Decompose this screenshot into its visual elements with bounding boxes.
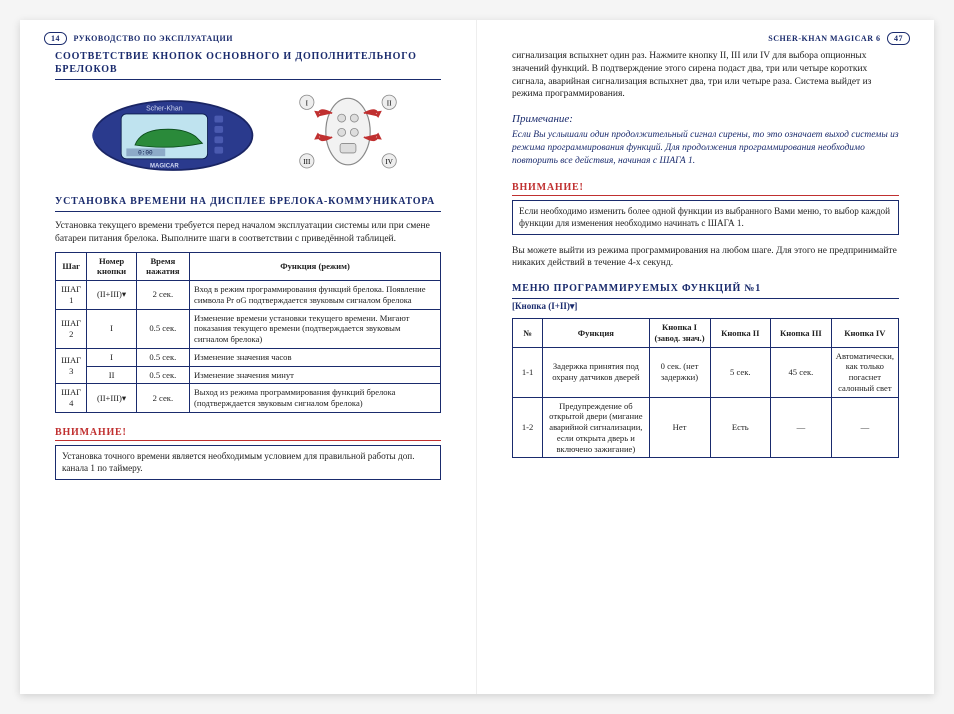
cell: I	[87, 348, 136, 366]
svg-text:II: II	[387, 99, 392, 107]
th-press-time: Время нажатия	[136, 252, 189, 280]
illustration-row: Scher-Khan 0:00 MAGICAR	[55, 88, 441, 183]
cell: 0 сек. (нет задержки)	[649, 347, 710, 397]
page-spread: 14 РУКОВОДСТВО ПО ЭКСПЛУАТАЦИИ СООТВЕТСТ…	[20, 20, 934, 694]
cell: Автоматически, как только погаснет салон…	[831, 347, 898, 397]
svg-text:IV: IV	[385, 158, 393, 166]
th-btn1: Кнопка I (завод. знач.)	[649, 319, 710, 347]
menu-subtitle: [Кнопка (I+II)▾]	[512, 301, 899, 312]
cell: 45 сек.	[771, 347, 832, 397]
functions-menu-table: № Функция Кнопка I (завод. знач.) Кнопка…	[512, 318, 899, 458]
time-steps-table: Шаг Номер кнопки Время нажатия Функция (…	[55, 252, 441, 413]
exit-paragraph: Вы можете выйти из режима программирован…	[512, 245, 899, 271]
continuation-paragraph: сигнализация вспыхнет один раз. Нажмите …	[512, 50, 899, 101]
main-fob-illustration: Scher-Khan 0:00 MAGICAR	[83, 88, 263, 183]
left-page: 14 РУКОВОДСТВО ПО ЭКСПЛУАТАЦИИ СООТВЕТСТ…	[20, 20, 477, 694]
th-btn3: Кнопка III	[771, 319, 832, 347]
warning-heading-left: ВНИМАНИЕ!	[55, 427, 441, 441]
cell: II	[87, 366, 136, 384]
cell: Изменение значения минут	[190, 366, 441, 384]
cell: Вход в режим программирования функций бр…	[190, 281, 441, 309]
cell: Нет	[649, 397, 710, 458]
pg-num: 47	[887, 32, 910, 45]
cell: (II+III)▾	[87, 281, 136, 309]
th-btn4: Кнопка IV	[831, 319, 898, 347]
cell: 0.5 сек.	[136, 366, 189, 384]
cell: 1-1	[513, 347, 543, 397]
warning-heading-right: ВНИМАНИЕ!	[512, 182, 899, 196]
cell: 5 сек.	[710, 347, 771, 397]
th-button: Номер кнопки	[87, 252, 136, 280]
section-fob-correspondence: СООТВЕТСТВИЕ КНОПОК ОСНОВНОГО И ДОПОЛНИТ…	[55, 50, 441, 80]
cell: Предупреждение об открытой двери (мигани…	[543, 397, 649, 458]
time-setup-intro: Установка текущего времени требуется пер…	[55, 220, 441, 246]
cell: Выход из режима программирования функций…	[190, 384, 441, 412]
svg-text:III: III	[303, 158, 311, 166]
cell: ШАГ 2	[56, 309, 87, 348]
svg-text:MAGICAR: MAGICAR	[150, 163, 179, 169]
note-heading: Примечание:	[512, 113, 899, 125]
th-step: Шаг	[56, 252, 87, 280]
cell: (II+III)▾	[87, 384, 136, 412]
cell: 0.5 сек.	[136, 348, 189, 366]
cell-step3: ШАГ 3	[56, 348, 87, 383]
warning-box-right: Если необходимо изменить более одной фун…	[512, 200, 899, 235]
cell: 2 сек.	[136, 281, 189, 309]
page-number-right: SCHER-KHAN MAGICAR 6 47	[768, 32, 914, 45]
cell: 0.5 сек.	[136, 309, 189, 348]
menu-title: МЕНЮ ПРОГРАММИРУЕМЫХ ФУНКЦИЙ №1	[512, 282, 899, 299]
cell: 1-2	[513, 397, 543, 458]
cell: Задержка принятия под охрану датчиков дв…	[543, 347, 649, 397]
cell: ШАГ 4	[56, 384, 87, 412]
cell: I	[87, 309, 136, 348]
aux-fob-illustration: I II III IV	[283, 88, 413, 183]
right-page: SCHER-KHAN MAGICAR 6 47 сигнализация всп…	[477, 20, 934, 694]
cell: Есть	[710, 397, 771, 458]
book-title-left: РУКОВОДСТВО ПО ЭКСПЛУАТАЦИИ	[74, 34, 233, 43]
th-func: Функция	[543, 319, 649, 347]
svg-text:0:00: 0:00	[138, 150, 153, 157]
cell: ШАГ 1	[56, 281, 87, 309]
note-body: Если Вы услышали один продолжительный си…	[512, 129, 899, 167]
pg-num: 14	[44, 32, 67, 45]
cell: 2 сек.	[136, 384, 189, 412]
section-time-setup: УСТАНОВКА ВРЕМЕНИ НА ДИСПЛЕЕ БРЕЛОКА-КОМ…	[55, 195, 441, 212]
th-btn2: Кнопка II	[710, 319, 771, 347]
cell: —	[771, 397, 832, 458]
warning-box-left: Установка точного времени является необх…	[55, 445, 441, 480]
book-title-right: SCHER-KHAN MAGICAR 6	[768, 34, 880, 43]
svg-text:Scher-Khan: Scher-Khan	[146, 105, 183, 112]
page-number-left: 14 РУКОВОДСТВО ПО ЭКСПЛУАТАЦИИ	[40, 32, 233, 45]
cell: —	[831, 397, 898, 458]
cell: Изменение значения часов	[190, 348, 441, 366]
th-function: Функция (режим)	[190, 252, 441, 280]
cell: Изменение времени установки текущего вре…	[190, 309, 441, 348]
th-num: №	[513, 319, 543, 347]
